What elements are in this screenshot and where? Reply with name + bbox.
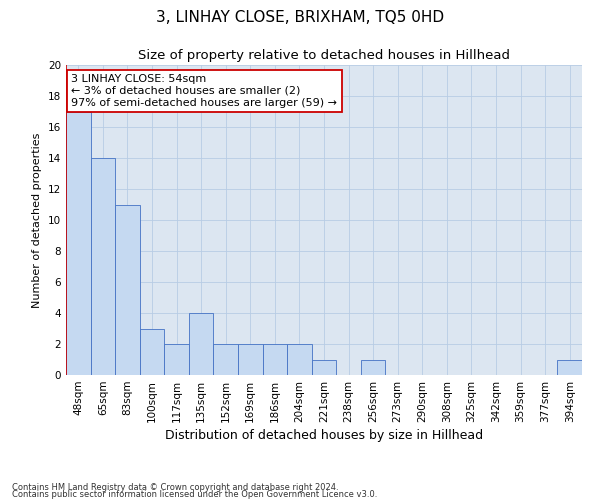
Y-axis label: Number of detached properties: Number of detached properties: [32, 132, 43, 308]
Bar: [263, 344, 287, 375]
Bar: [164, 344, 189, 375]
Text: 3 LINHAY CLOSE: 54sqm
← 3% of detached houses are smaller (2)
97% of semi-detach: 3 LINHAY CLOSE: 54sqm ← 3% of detached h…: [71, 74, 337, 108]
Title: Size of property relative to detached houses in Hillhead: Size of property relative to detached ho…: [138, 50, 510, 62]
Text: 3, LINHAY CLOSE, BRIXHAM, TQ5 0HD: 3, LINHAY CLOSE, BRIXHAM, TQ5 0HD: [156, 10, 444, 25]
Bar: [557, 360, 582, 375]
Bar: [140, 328, 164, 375]
Bar: [214, 344, 238, 375]
Bar: [189, 313, 214, 375]
Text: Contains public sector information licensed under the Open Government Licence v3: Contains public sector information licen…: [12, 490, 377, 499]
Bar: [66, 112, 91, 375]
Text: Contains HM Land Registry data © Crown copyright and database right 2024.: Contains HM Land Registry data © Crown c…: [12, 484, 338, 492]
Bar: [361, 360, 385, 375]
X-axis label: Distribution of detached houses by size in Hillhead: Distribution of detached houses by size …: [165, 429, 483, 442]
Bar: [238, 344, 263, 375]
Bar: [91, 158, 115, 375]
Bar: [115, 204, 140, 375]
Bar: [312, 360, 336, 375]
Bar: [287, 344, 312, 375]
